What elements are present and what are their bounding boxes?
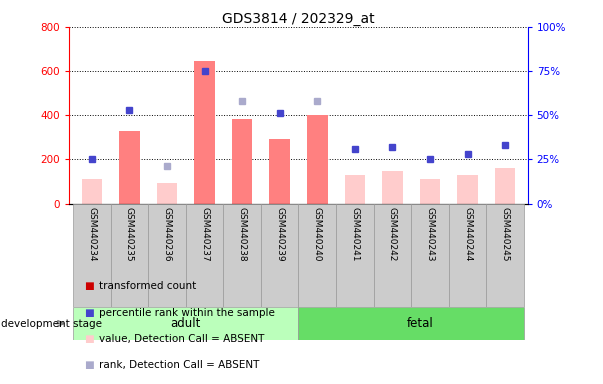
Text: GSM440235: GSM440235 [125, 207, 134, 261]
Bar [298, 307, 524, 340]
Bar [270, 139, 290, 204]
Text: GSM440243: GSM440243 [426, 207, 434, 261]
Bar [73, 307, 298, 340]
Bar [420, 179, 440, 204]
Text: GSM440239: GSM440239 [275, 207, 284, 261]
Text: ■: ■ [84, 308, 94, 318]
Text: GSM440244: GSM440244 [463, 207, 472, 261]
Text: ■: ■ [84, 360, 94, 370]
Bar [298, 204, 336, 307]
Text: ■: ■ [84, 334, 94, 344]
Bar [111, 204, 148, 307]
Text: GSM440245: GSM440245 [500, 207, 510, 261]
Bar [73, 204, 111, 307]
Text: fetal: fetal [407, 317, 434, 330]
Text: transformed count: transformed count [99, 281, 197, 291]
Text: GSM440238: GSM440238 [238, 207, 247, 261]
Bar [194, 61, 215, 204]
Bar [307, 115, 327, 204]
Bar [223, 204, 261, 307]
Text: adult: adult [171, 317, 201, 330]
Title: GDS3814 / 202329_at: GDS3814 / 202329_at [222, 12, 375, 26]
Text: rank, Detection Call = ABSENT: rank, Detection Call = ABSENT [99, 360, 260, 370]
Text: percentile rank within the sample: percentile rank within the sample [99, 308, 276, 318]
Bar [186, 204, 223, 307]
Text: GSM440242: GSM440242 [388, 207, 397, 261]
Bar [411, 204, 449, 307]
Text: GSM440241: GSM440241 [350, 207, 359, 261]
Bar [449, 204, 486, 307]
Text: GSM440234: GSM440234 [87, 207, 96, 261]
Bar [232, 119, 253, 204]
Bar [336, 204, 374, 307]
Bar [374, 204, 411, 307]
Text: GSM440236: GSM440236 [163, 207, 171, 261]
Bar [119, 131, 140, 204]
Text: development stage: development stage [1, 318, 102, 329]
Bar [81, 179, 103, 204]
Bar [148, 204, 186, 307]
Bar [382, 171, 403, 204]
Bar [344, 175, 365, 204]
Bar [494, 167, 516, 204]
Text: GSM440240: GSM440240 [313, 207, 322, 261]
Text: ■: ■ [84, 281, 94, 291]
Bar [457, 175, 478, 204]
Bar [261, 204, 298, 307]
Bar [486, 204, 524, 307]
Text: value, Detection Call = ABSENT: value, Detection Call = ABSENT [99, 334, 265, 344]
Bar [157, 182, 177, 204]
Text: GSM440237: GSM440237 [200, 207, 209, 261]
